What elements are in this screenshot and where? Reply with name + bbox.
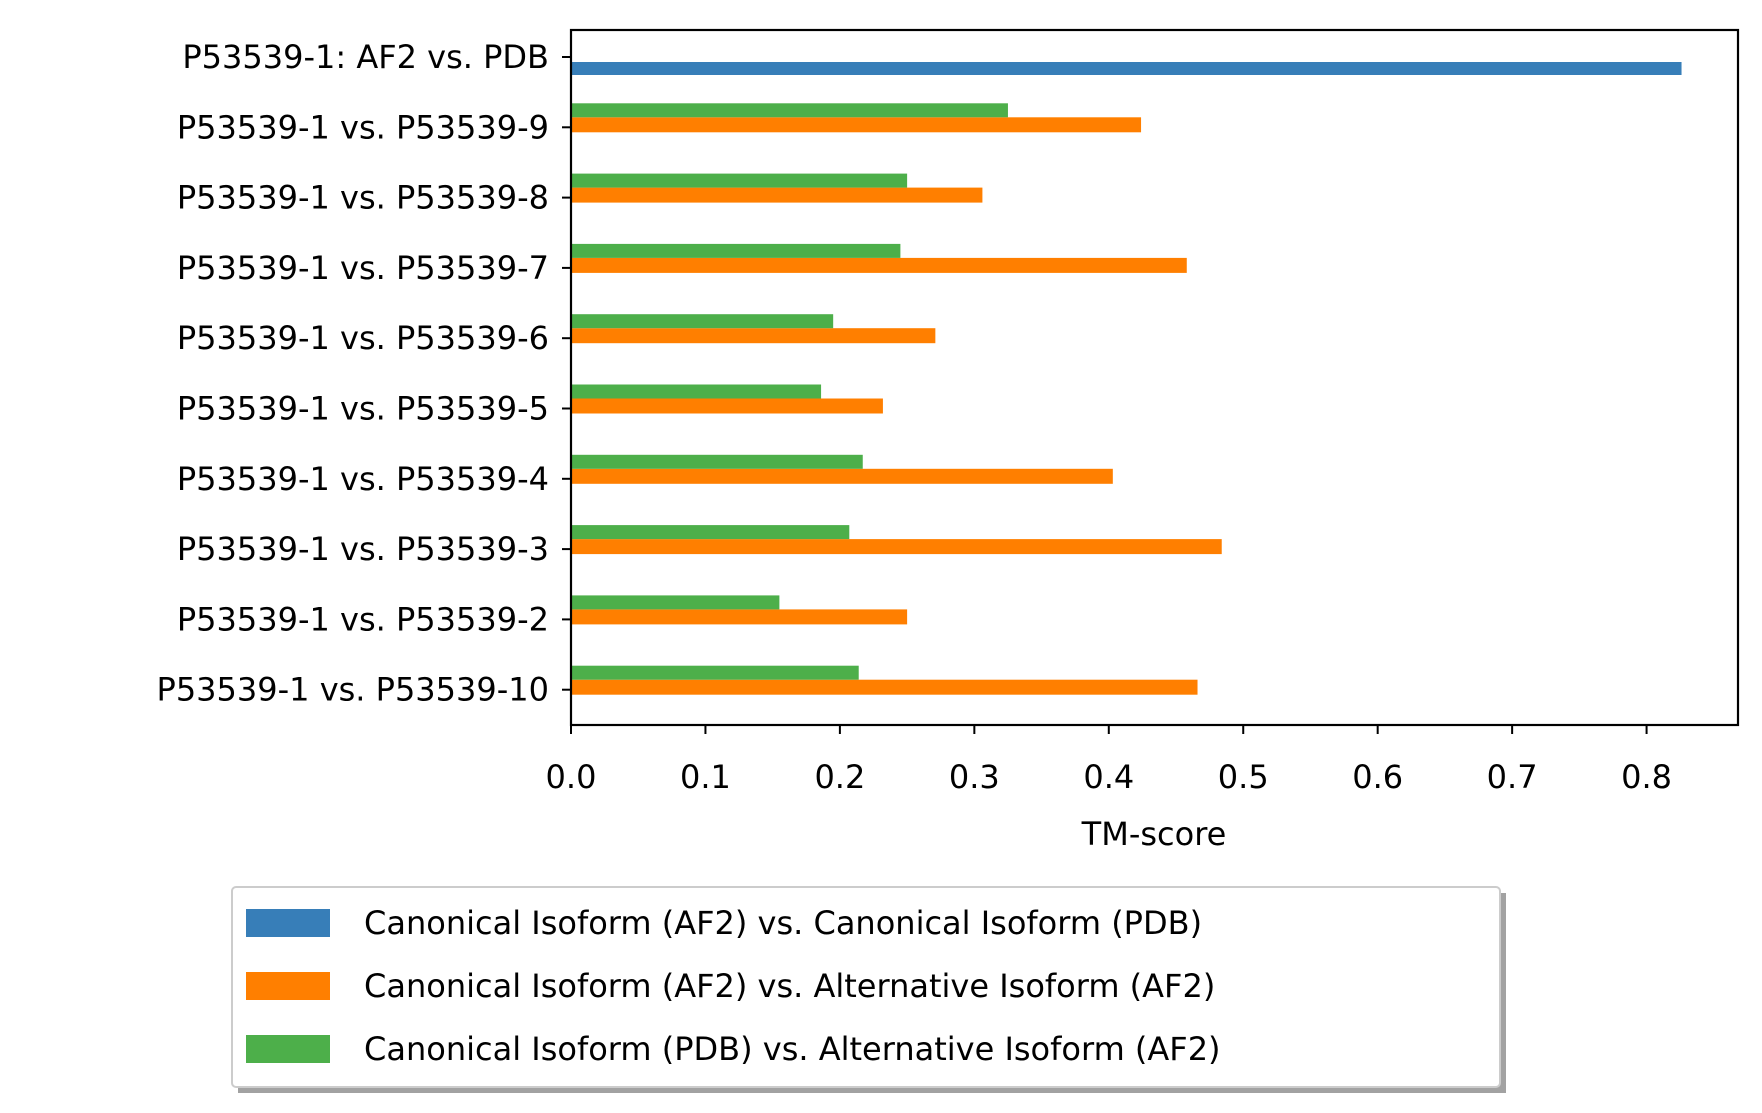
bar-series-2-row-8 [571, 595, 780, 610]
y-tick-label: P53539-1 vs. P53539-4 [177, 460, 549, 498]
bar-series-0-row-0 [571, 62, 1682, 75]
y-tick-label: P53539-1 vs. P53539-7 [177, 249, 549, 287]
bar-series-2-row-6 [571, 454, 863, 469]
bar-series-1-row-1 [571, 117, 1142, 133]
x-tick-label: 0.0 [546, 758, 597, 796]
x-tick-label: 0.3 [949, 758, 1000, 796]
x-tick-label: 0.4 [1083, 758, 1134, 796]
x-axis-label: TM-score [1081, 815, 1227, 853]
y-tick-label: P53539-1 vs. P53539-3 [177, 530, 549, 568]
y-tick-label: P53539-1 vs. P53539-2 [177, 600, 549, 638]
bar-series-1-row-6 [571, 468, 1113, 484]
y-tick-label: P53539-1 vs. P53539-8 [177, 179, 549, 217]
bar-series-2-row-2 [571, 173, 908, 188]
y-tick-label: P53539-1 vs. P53539-9 [177, 108, 549, 146]
y-tick-label: P53539-1: AF2 vs. PDB [182, 38, 549, 76]
x-tick-label: 0.5 [1218, 758, 1269, 796]
legend-swatch-2 [246, 1035, 330, 1063]
x-tick-label: 0.6 [1352, 758, 1403, 796]
legend-label-1: Canonical Isoform (AF2) vs. Alternative … [364, 967, 1215, 1005]
x-tick-label: 0.8 [1621, 758, 1672, 796]
bar-series-1-row-7 [571, 539, 1222, 555]
axes-frame [569, 28, 1740, 727]
bar-series-1-row-4 [571, 328, 936, 344]
bar-series-1-row-2 [571, 187, 983, 203]
bar-series-2-row-1 [571, 103, 1008, 118]
legend-swatch-0 [246, 909, 330, 937]
legend-swatch-1 [246, 972, 330, 1000]
bar-series-2-row-9 [571, 665, 859, 680]
bar-series-1-row-3 [571, 257, 1187, 273]
bar-series-1-row-9 [571, 679, 1198, 695]
legend: Canonical Isoform (AF2) vs. Canonical Is… [231, 886, 1506, 1093]
legend-label-0: Canonical Isoform (AF2) vs. Canonical Is… [364, 904, 1202, 942]
bar-series-2-row-7 [571, 525, 850, 540]
x-tick-label: 0.7 [1487, 758, 1538, 796]
x-tick-label: 0.1 [680, 758, 731, 796]
bar-series-2-row-5 [571, 384, 822, 399]
y-tick-label: P53539-1 vs. P53539-10 [157, 671, 549, 709]
x-tick-label: 0.2 [814, 758, 865, 796]
bar-series-2-row-3 [571, 243, 901, 258]
bar-series-1-row-5 [571, 398, 883, 414]
legend-label-2: Canonical Isoform (PDB) vs. Alternative … [364, 1030, 1221, 1068]
y-tick-label: P53539-1 vs. P53539-5 [177, 390, 549, 428]
bar-series-2-row-4 [571, 314, 834, 329]
bar-series-1-row-8 [571, 609, 908, 625]
y-tick-label: P53539-1 vs. P53539-6 [177, 319, 549, 357]
